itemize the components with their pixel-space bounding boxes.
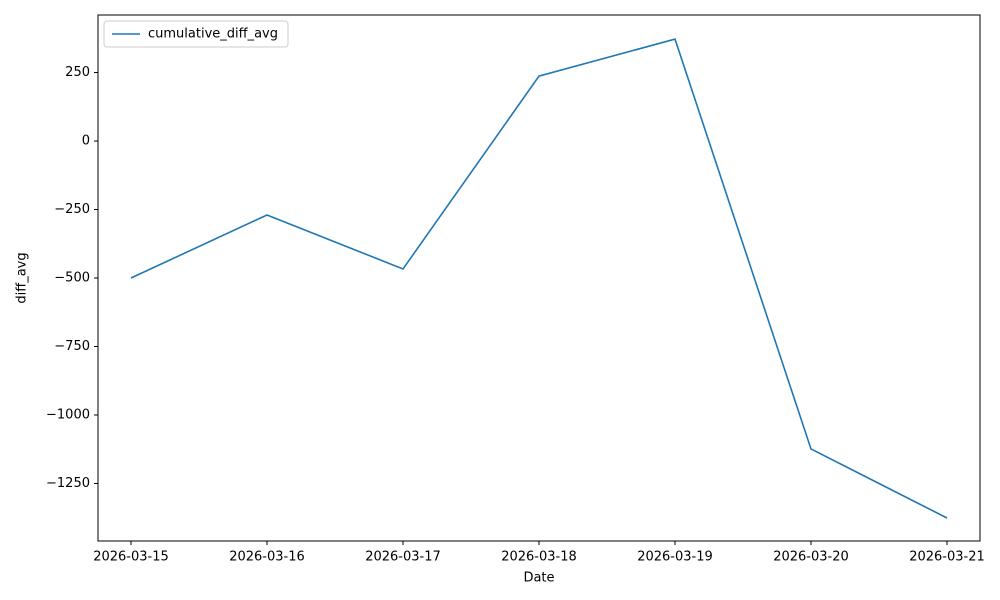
x-tick-label: 2026-03-15 xyxy=(93,550,169,565)
x-axis-label: Date xyxy=(523,571,554,586)
legend-box xyxy=(103,20,289,48)
y-tick-label: −1000 xyxy=(46,407,90,422)
y-axis-label: diff_avg xyxy=(15,252,30,303)
x-tick-label: 2026-03-19 xyxy=(637,550,713,565)
y-tick-label: 250 xyxy=(65,65,90,80)
legend-label: cumulative_diff_avg xyxy=(148,27,278,42)
legend: cumulative_diff_avg xyxy=(103,20,289,48)
y-tick-label: −1250 xyxy=(46,476,90,491)
y-tick-label: 0 xyxy=(82,134,90,149)
y-tick-label: −250 xyxy=(54,202,90,217)
x-tick-label: 2026-03-16 xyxy=(229,550,305,565)
y-tick-label: −500 xyxy=(54,271,90,286)
line xyxy=(130,38,948,519)
x-tick-label: 2026-03-20 xyxy=(773,550,849,565)
y-tick-label: −750 xyxy=(54,339,90,354)
x-tick-label: 2026-03-21 xyxy=(909,550,985,565)
x-tick-label: 2026-03-18 xyxy=(501,550,577,565)
plot-frame xyxy=(97,14,981,542)
x-tick-label: 2026-03-17 xyxy=(365,550,441,565)
